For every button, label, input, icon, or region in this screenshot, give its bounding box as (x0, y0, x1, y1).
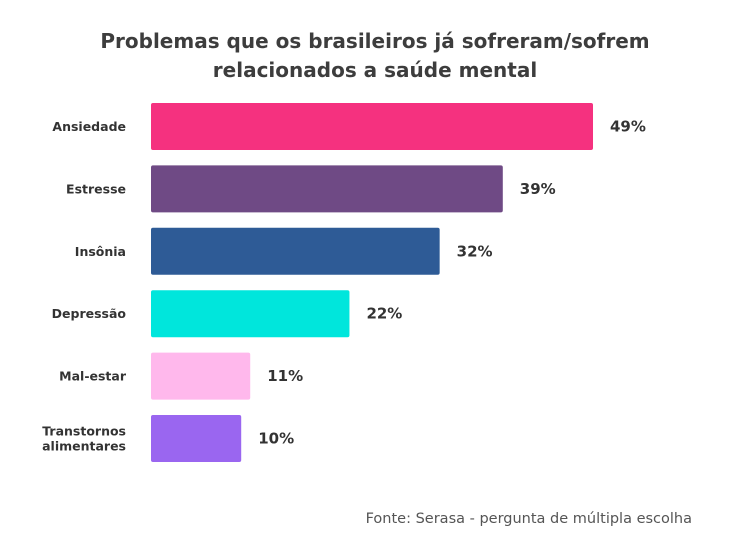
bar-4 (151, 352, 251, 400)
value-label-5: 10% (258, 430, 294, 448)
category-label-line: Estresse (66, 181, 126, 196)
category-label-line: Ansiedade (52, 119, 126, 134)
bars-group: Ansiedade 49% Estresse 39% Insônia 32% Depress… (42, 103, 646, 462)
category-label-1: Estresse (66, 181, 126, 196)
category-label-0: Ansiedade (52, 119, 126, 134)
category-label-5: Transtornos alimentares (42, 424, 126, 454)
bar-3 (151, 290, 350, 338)
category-label-line: alimentares (42, 439, 126, 454)
value-label-0: 49% (610, 118, 646, 136)
value-label-2: 32% (457, 242, 493, 260)
value-label-1: 39% (520, 180, 556, 198)
bar-0 (151, 103, 593, 150)
category-label-line: Depressão (52, 306, 127, 321)
bar-5 (151, 415, 242, 462)
category-label-line: Mal-estar (59, 369, 127, 384)
value-label-3: 22% (366, 305, 402, 323)
value-label-4: 11% (267, 367, 303, 385)
chart-title-line-1: Problemas que os brasileiros já sofreram… (100, 29, 649, 53)
bar-2 (151, 227, 440, 275)
source-note: Fonte: Serasa - pergunta de múltipla esc… (366, 511, 692, 527)
chart-title: Problemas que os brasileiros já sofreram… (100, 29, 649, 82)
chart-title-line-2: relacionados a saúde mental (213, 58, 537, 82)
category-label-line: Insônia (75, 244, 126, 259)
category-label-line: Transtornos (42, 424, 126, 439)
category-label-4: Mal-estar (59, 369, 127, 384)
bar-1 (151, 165, 503, 213)
category-label-2: Insônia (75, 244, 126, 259)
category-label-3: Depressão (52, 306, 127, 321)
